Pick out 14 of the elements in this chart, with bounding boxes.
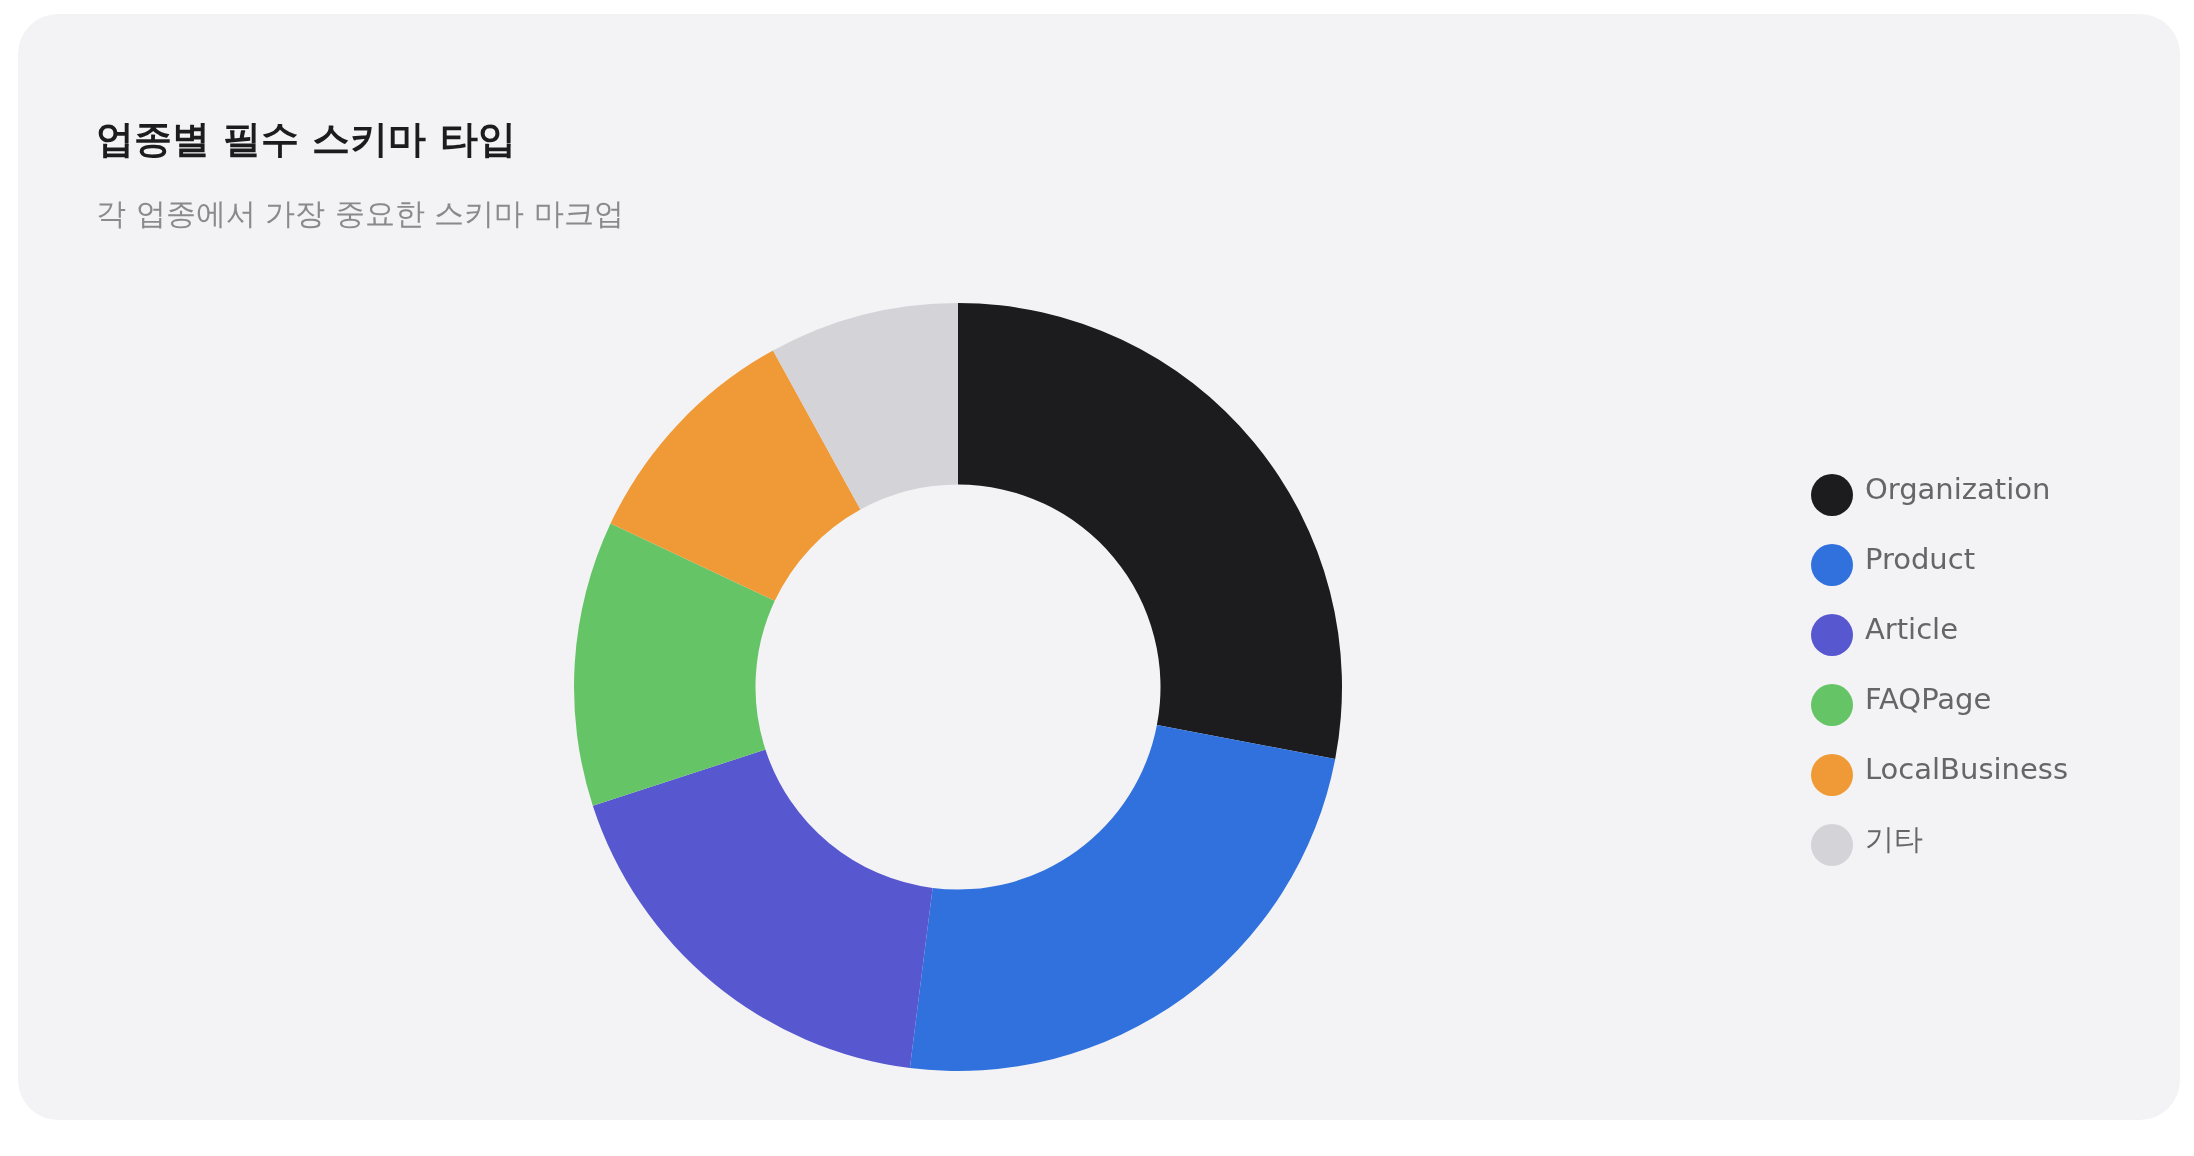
legend-label: 기타 <box>1864 822 1923 856</box>
chart-title: 업종별 필수 스키마 타입 <box>96 116 516 163</box>
chart-subtitle: 각 업종에서 가장 중요한 스키마 마크업 <box>96 195 624 233</box>
legend-label: Product <box>1864 542 1976 576</box>
donut-slice <box>592 749 933 1068</box>
legend-label: Article <box>1864 612 1958 646</box>
donut-slice <box>909 724 1336 1071</box>
donut-slice <box>610 350 861 601</box>
legend-label: FAQPage <box>1864 682 1992 716</box>
donut-slice <box>574 523 775 806</box>
legend-label: LocalBusiness <box>1864 752 2068 786</box>
legend-label: Organization <box>1864 472 2051 506</box>
donut-slice <box>773 303 958 510</box>
donut-slice <box>958 303 1342 759</box>
